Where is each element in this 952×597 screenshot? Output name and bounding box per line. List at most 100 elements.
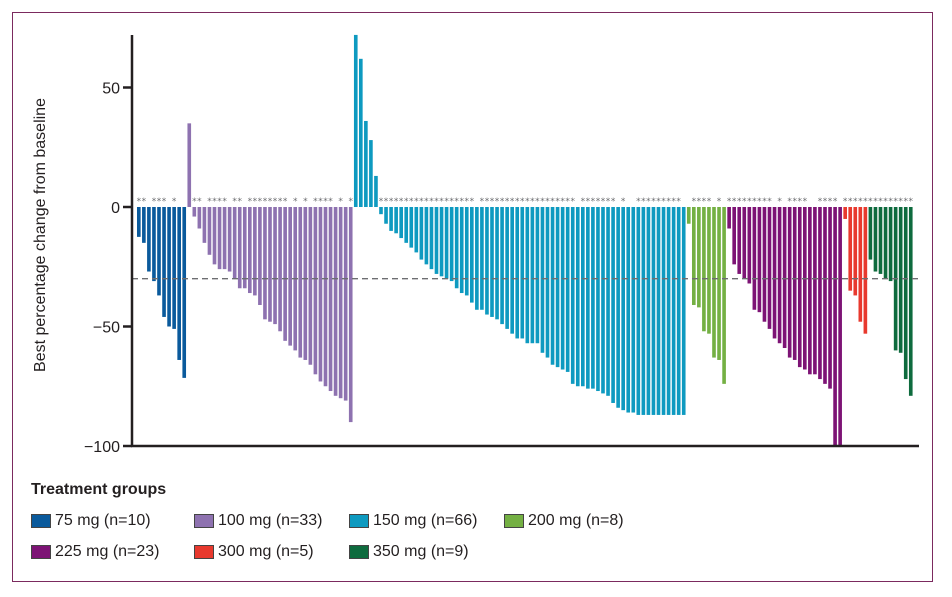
legend-swatch [349,545,369,559]
bar-200mg [697,207,701,308]
asterisk-marker: * [818,197,823,207]
y-tick-label: −50 [93,320,120,337]
asterisk-marker: * [142,197,147,207]
asterisk-marker: * [540,197,545,207]
legend-row-2: 225 mg (n=23) 300 mg (n=5) 350 mg (n=9) [31,540,624,564]
asterisk-marker: * [505,197,510,207]
asterisk-marker: * [550,197,555,207]
bar-150mg [676,207,681,415]
bar-150mg [394,207,398,234]
bar-350mg [898,207,903,353]
bar-150mg [646,207,651,415]
asterisk-marker: * [666,197,671,207]
bar-75mg [157,207,161,296]
bar-150mg [369,140,373,207]
asterisk-marker: * [676,197,681,207]
asterisk-marker: * [485,197,490,207]
asterisk-marker: * [863,197,868,207]
bar-150mg [424,207,429,265]
bar-350mg [883,207,888,279]
bar-100mg [328,207,333,392]
bar-150mg [384,207,388,224]
bar-150mg [495,207,499,320]
bar-225mg [727,207,731,229]
bar-150mg [374,175,378,207]
bar-225mg [782,207,787,349]
bar-225mg [818,207,822,380]
bar-225mg [838,207,842,446]
asterisk-marker: * [581,197,586,207]
bar-350mg [888,207,893,282]
asterisk-marker: * [348,197,353,207]
asterisk-marker: * [586,197,591,207]
y-tick-label: 50 [102,81,120,98]
bar-150mg [530,207,535,344]
bar-150mg [520,207,525,339]
bar-150mg [353,34,358,207]
bar-100mg [242,207,247,289]
bar-150mg [636,207,641,415]
asterisk-marker: * [248,197,253,207]
asterisk-marker: * [903,197,908,207]
asterisk-marker: * [394,197,399,207]
asterisk-marker: * [470,197,475,207]
bar-150mg [515,207,520,339]
asterisk-marker: * [303,197,308,207]
bar-150mg [535,207,540,344]
bar-200mg [717,207,721,360]
bar-150mg [575,207,580,387]
bar-200mg [702,207,706,332]
bar-150mg [586,207,590,389]
asterisk-marker: * [409,197,414,207]
asterisk-marker: * [263,197,268,207]
asterisk-marker: * [414,197,419,207]
asterisk-marker: * [606,197,611,207]
asterisk-marker: * [732,197,737,207]
bar-100mg [343,207,348,401]
bar-200mg [692,207,696,305]
asterisk-marker: * [636,197,641,207]
asterisk-marker: * [268,197,273,207]
asterisk-marker: * [843,197,848,207]
legend-label: 225 mg (n=23) [55,543,160,560]
bar-100mg [288,207,292,346]
asterisk-marker: * [560,197,565,207]
asterisk-marker: * [258,197,263,207]
bar-150mg [389,207,393,231]
y-ticks: 50 0 −50 −100 [84,81,132,456]
bar-150mg [379,207,383,215]
asterisk-marker: * [424,197,429,207]
bar-100mg [313,207,318,375]
asterisk-marker: * [273,197,278,207]
asterisk-marker: * [823,197,828,207]
bar-225mg [767,207,772,329]
asterisk-marker: * [434,197,439,207]
bar-225mg [787,207,792,358]
asterisk-marker: * [692,197,697,207]
bar-300mg [858,207,863,322]
asterisk-marker: * [162,197,167,207]
asterisk-marker: * [318,197,323,207]
asterisk-marker: * [828,197,833,207]
asterisk-marker: * [777,197,782,207]
asterisk-marker: * [661,197,666,207]
asterisk-marker: * [858,197,863,207]
bar-100mg [227,207,232,272]
asterisk-marker: * [702,197,707,207]
asterisk-marker: * [384,197,389,207]
bar-150mg [570,207,575,384]
asterisk-marker: * [480,197,485,207]
bar-225mg [742,207,747,279]
bar-150mg [459,207,464,294]
bar-150mg [545,207,550,358]
asterisk-marker: * [757,197,762,207]
bar-150mg [641,207,646,415]
asterisk-marker: * [883,197,888,207]
legend-label: 100 mg (n=33) [218,512,323,529]
asterisk-marker: * [278,197,283,207]
legend-label: 200 mg (n=8) [528,512,624,529]
asterisk-marker: * [717,197,722,207]
bar-75mg [177,207,181,360]
bar-150mg [621,207,625,411]
legend-swatch [31,514,51,528]
